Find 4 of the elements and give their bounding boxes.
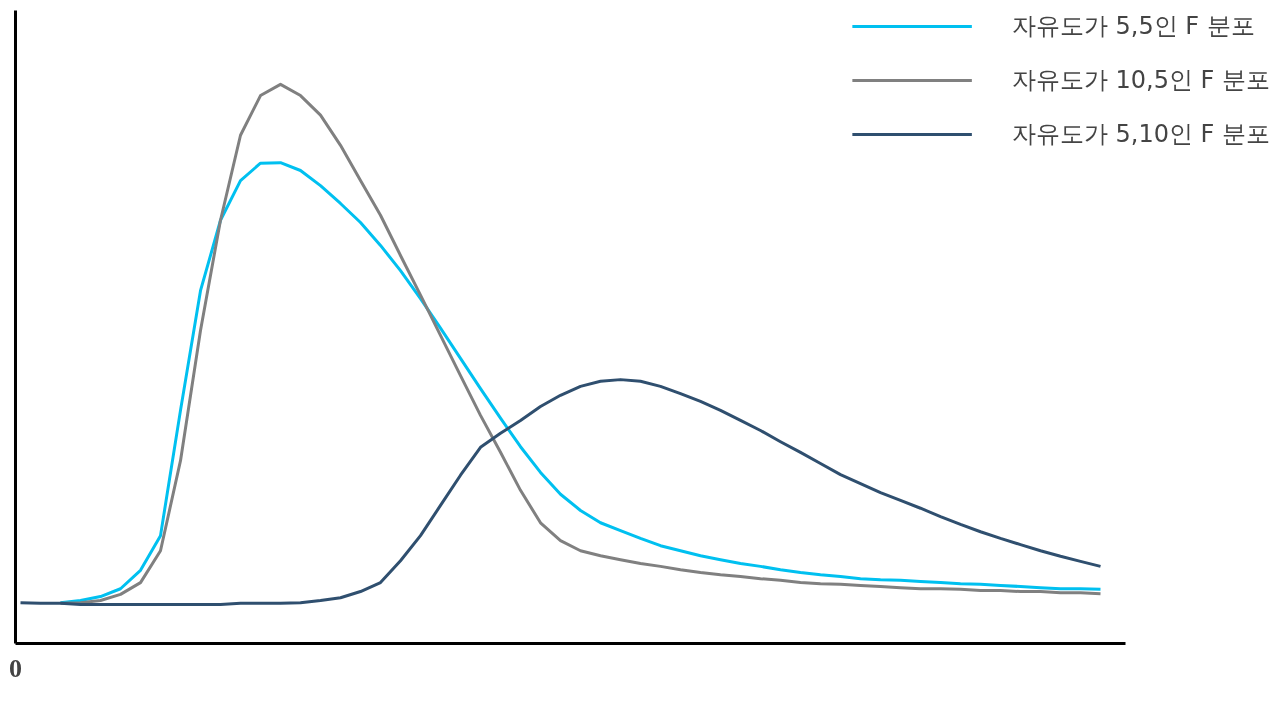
legend-label: 자유도가 5,10인 F 분포 xyxy=(1011,119,1270,150)
legend-label: 자유도가 10,5인 F 분포 xyxy=(1011,65,1270,96)
legend-label: 자유도가 5,5인 F 분포 xyxy=(1011,11,1255,42)
text: 0 xyxy=(9,654,22,684)
